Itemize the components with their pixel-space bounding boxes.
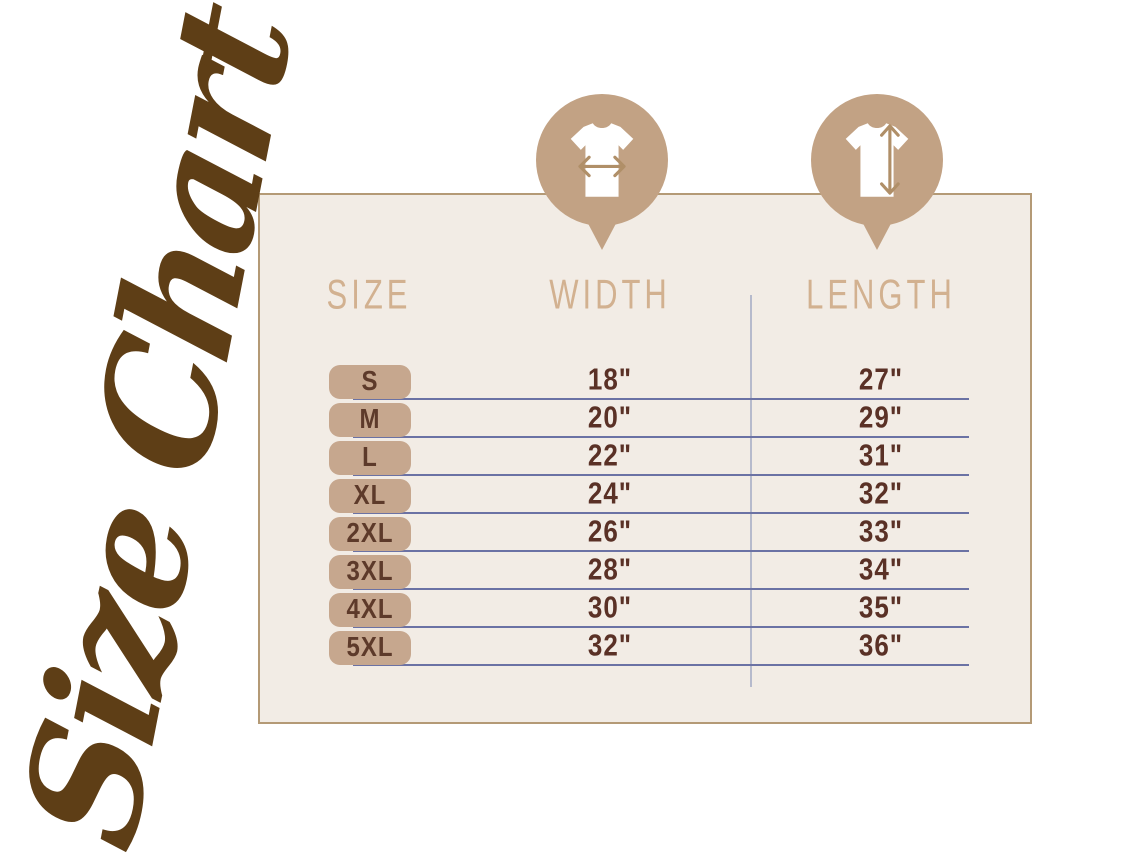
table-row: XL 24" 32" (260, 475, 1034, 514)
tshirt-width-arrow-icon (570, 123, 634, 197)
length-value: 35" (858, 589, 904, 625)
length-value: 27" (858, 361, 904, 397)
size-label: S (361, 365, 379, 397)
size-pill: S (329, 365, 411, 399)
badge-circle (536, 94, 668, 226)
row-divider-line (353, 398, 969, 400)
table-row: M 20" 29" (260, 399, 1034, 438)
row-divider-line (353, 588, 969, 590)
size-label: L (362, 441, 378, 473)
row-divider-line (353, 474, 969, 476)
size-label: XL (353, 479, 387, 511)
size-table: S 18" 27" M 20" 29" L 22" 31" XL 24" 32" (260, 361, 1034, 666)
width-value: 18" (587, 361, 633, 397)
size-label: 2XL (346, 517, 394, 549)
size-label: M (359, 403, 381, 435)
width-value: 26" (587, 513, 633, 549)
chart-panel: SIZE WIDTH LENGTH S 18" 27" M 20" 29" L … (258, 193, 1032, 724)
row-divider-line (353, 550, 969, 552)
table-row: 4XL 30" 35" (260, 589, 1034, 628)
length-value: 32" (858, 475, 904, 511)
table-row: 5XL 32" 36" (260, 627, 1034, 666)
width-value: 22" (587, 437, 633, 473)
row-divider-line (353, 436, 969, 438)
table-row: S 18" 27" (260, 361, 1034, 400)
column-header-width: WIDTH (549, 270, 671, 318)
table-row: 2XL 26" 33" (260, 513, 1034, 552)
table-row: L 22" 31" (260, 437, 1034, 476)
width-value: 20" (587, 399, 633, 435)
row-divider-line (353, 512, 969, 514)
size-pill: 3XL (329, 555, 411, 589)
row-divider-line (353, 626, 969, 628)
size-label: 3XL (346, 555, 394, 587)
length-value: 34" (858, 551, 904, 587)
size-pill: 4XL (329, 593, 411, 627)
width-value: 28" (587, 551, 633, 587)
badge-circle (811, 94, 943, 226)
column-header-length: LENGTH (806, 270, 956, 318)
length-measure-badge (811, 94, 943, 264)
size-pill: L (329, 441, 411, 475)
size-pill: 5XL (329, 631, 411, 665)
size-label: 4XL (346, 593, 394, 625)
size-pill: M (329, 403, 411, 437)
length-value: 31" (858, 437, 904, 473)
length-value: 33" (858, 513, 904, 549)
width-measure-badge (536, 94, 668, 264)
row-divider-line (353, 664, 969, 666)
tshirt-length-arrow-icon (845, 123, 909, 197)
length-value: 36" (858, 627, 904, 663)
width-value: 30" (587, 589, 633, 625)
length-value: 29" (858, 399, 904, 435)
column-header-size: SIZE (326, 270, 412, 318)
width-value: 32" (587, 627, 633, 663)
table-row: 3XL 28" 34" (260, 551, 1034, 590)
size-label: 5XL (346, 631, 394, 663)
size-pill: 2XL (329, 517, 411, 551)
column-divider-line (750, 295, 752, 687)
size-pill: XL (329, 479, 411, 513)
width-value: 24" (587, 475, 633, 511)
